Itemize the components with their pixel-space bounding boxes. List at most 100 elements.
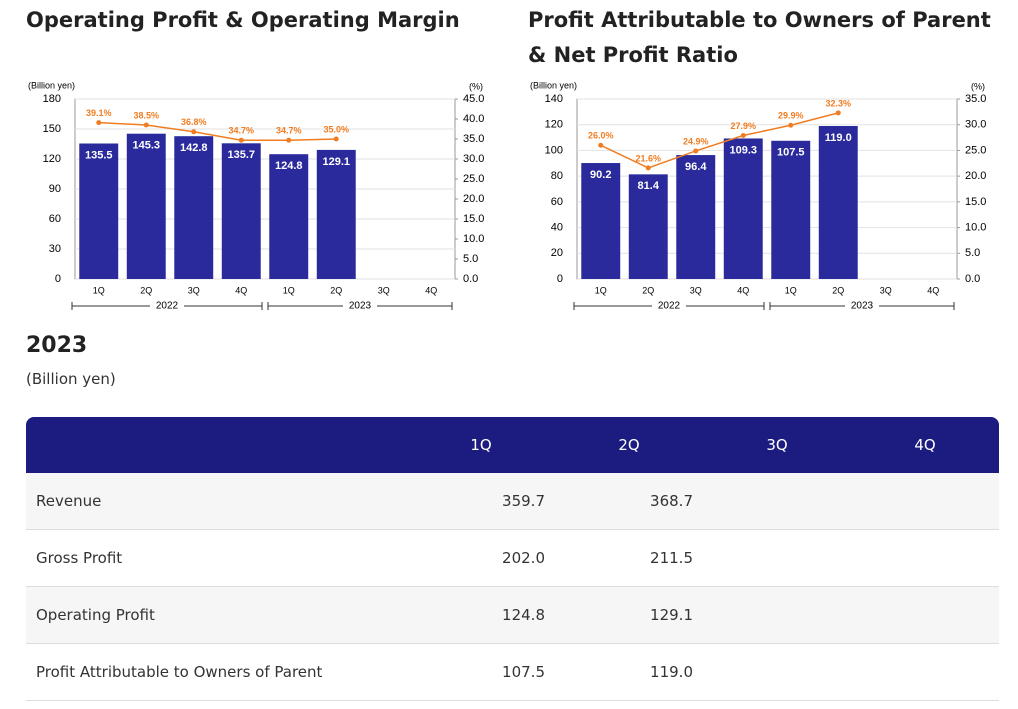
y-tick-label: 150 (43, 123, 61, 135)
y2-tick-label: 20.0 (965, 170, 986, 182)
y2-tick-label: 35.0 (463, 133, 484, 145)
y-tick-label: 100 (545, 144, 563, 156)
y2-axis-label: (%) (971, 81, 985, 91)
table-cell (851, 529, 999, 587)
y2-tick-label: 10.0 (965, 221, 986, 233)
bar (221, 143, 261, 279)
bar-value-label: 124.8 (275, 160, 303, 172)
bar-value-label: 109.3 (729, 144, 757, 156)
group-label: 2023 (851, 301, 874, 312)
header-row: 1Q 2Q 3Q 4Q (26, 417, 999, 473)
x-tick-label: 1Q (93, 285, 105, 295)
header-cell: 1Q (407, 417, 555, 473)
bar (79, 143, 119, 279)
y-tick-label: 120 (43, 153, 61, 165)
bar-value-label: 129.1 (322, 156, 350, 168)
bar-value-label: 135.5 (85, 149, 113, 161)
x-tick-label: 3Q (378, 285, 390, 295)
line-point (191, 129, 197, 135)
line-point (645, 165, 651, 171)
table-cell (851, 473, 999, 530)
line-value-label: 34.7% (276, 126, 302, 136)
x-tick-label: 2Q (140, 285, 152, 295)
header-cell: 3Q (703, 417, 851, 473)
x-tick-label: 1Q (785, 285, 797, 295)
y-axis-label: (Billion yen) (28, 80, 75, 90)
y-tick-label: 180 (43, 93, 61, 105)
line-value-label: 32.3% (825, 98, 851, 108)
x-tick-label: 2Q (330, 285, 342, 295)
table-cell: 119.0 (555, 643, 703, 701)
chart-title: Profit Attributable to Owners of Parent … (528, 8, 991, 67)
bar-value-label: 107.5 (777, 147, 805, 159)
table-cell (703, 586, 851, 644)
y2-tick-label: 15.0 (463, 213, 484, 225)
bar (174, 136, 214, 279)
group-label-bg (652, 300, 686, 312)
line-value-label: 36.8% (181, 117, 207, 127)
table-cell (703, 529, 851, 587)
line-point (835, 110, 841, 116)
row-label: Gross Profit (26, 529, 407, 587)
bar-value-label: 145.3 (132, 140, 160, 152)
group-label: 2023 (349, 301, 372, 312)
y-tick-label: 0 (55, 273, 61, 285)
header-cell: 2Q (555, 417, 703, 473)
table-cell (703, 473, 851, 530)
bar (771, 140, 811, 279)
x-tick-label: 2Q (642, 285, 654, 295)
header-cell: 4Q (851, 417, 999, 473)
line-point (286, 137, 292, 143)
group-label-bg (343, 300, 377, 312)
y-tick-label: 30 (49, 243, 61, 255)
x-tick-label: 3Q (690, 285, 702, 295)
bar (818, 126, 858, 279)
y2-tick-label: 25.0 (463, 173, 484, 185)
chart: (Billion yen) (%) 0 20 40 60 80 100 120 140 0.0 5.0… (530, 80, 986, 312)
table-cell: 124.8 (407, 586, 555, 644)
x-tick-label: 2Q (832, 285, 844, 295)
line-point (740, 133, 746, 139)
y2-tick-label: 5.0 (463, 253, 478, 265)
x-tick-label: 1Q (595, 285, 607, 295)
line-value-label: 38.5% (133, 110, 159, 120)
bar (269, 154, 309, 279)
y-tick-label: 90 (49, 183, 61, 195)
table-row: Revenue 359.7 368.7 (26, 473, 999, 530)
bar-value-label: 90.2 (590, 169, 611, 181)
group-label: 2022 (156, 301, 179, 312)
bar-value-label: 119.0 (825, 132, 852, 144)
y-tick-label: 20 (551, 247, 563, 259)
bar (316, 149, 356, 279)
y-tick-label: 140 (545, 93, 563, 105)
line-value-label: 29.9% (778, 111, 804, 121)
y2-tick-label: 40.0 (463, 113, 484, 125)
line-point (693, 148, 699, 154)
table-cell: 129.1 (555, 586, 703, 644)
line-point (96, 120, 102, 126)
row-label: Profit Attributable to Owners of Parent (26, 643, 407, 701)
y2-axis-label: (%) (469, 81, 483, 91)
table-row: Operating Profit 124.8 129.1 (26, 586, 999, 644)
x-tick-label: 3Q (880, 285, 892, 295)
bar (723, 138, 763, 279)
chart: (Billion yen) (%) 0 30 60 90 120 150 180 0.0 5.0 10… (28, 80, 484, 312)
y2-tick-label: 25.0 (965, 144, 986, 156)
y2-tick-label: 15.0 (965, 196, 986, 208)
x-tick-label: 4Q (235, 285, 247, 295)
line-point (788, 122, 794, 128)
bar (628, 174, 668, 279)
y-tick-label: 60 (551, 196, 563, 208)
table-row: Gross Profit 202.0 211.5 (26, 529, 999, 587)
y2-tick-label: 35.0 (965, 93, 986, 105)
x-tick-label: 1Q (283, 285, 295, 295)
line (98, 121, 337, 141)
x-tick-label: 4Q (927, 285, 939, 295)
line-point (238, 137, 244, 143)
line-value-label: 27.9% (730, 121, 756, 131)
group-label: 2022 (658, 301, 681, 312)
table-cell (851, 643, 999, 701)
group-label-bg (150, 300, 184, 312)
line-point (333, 136, 339, 142)
